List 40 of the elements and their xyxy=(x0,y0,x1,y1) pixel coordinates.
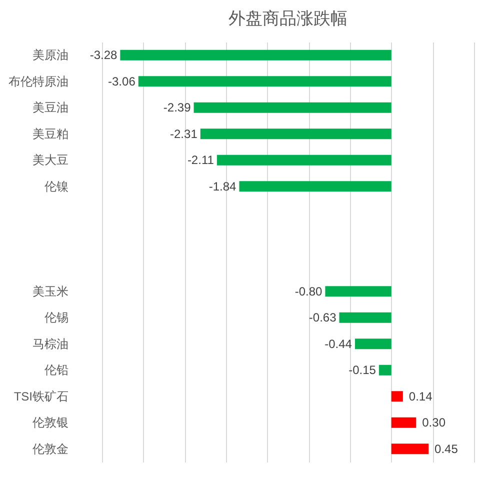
bar xyxy=(216,154,392,166)
bar xyxy=(391,391,403,402)
y-tick-label: TSI铁矿石 xyxy=(14,389,68,404)
bar xyxy=(194,102,392,113)
y-tick-label: 伦锡 xyxy=(44,310,68,325)
chart-title: 外盘商品涨跌幅 xyxy=(228,9,348,28)
data-label: 0.14 xyxy=(408,389,433,404)
bar xyxy=(325,286,392,297)
bar xyxy=(378,364,392,376)
y-tick-label: 伦敦银 xyxy=(32,416,68,430)
bar xyxy=(391,417,416,428)
data-label: -3.28 xyxy=(90,48,118,62)
bar xyxy=(239,181,392,192)
bar xyxy=(391,444,429,454)
y-tick-label: 马棕油 xyxy=(32,336,68,351)
bar xyxy=(120,50,392,60)
data-label: 0.30 xyxy=(422,416,446,430)
data-label: -2.39 xyxy=(163,100,192,115)
y-tick-label: 伦镍 xyxy=(44,179,68,194)
data-label: -0.15 xyxy=(348,363,376,378)
data-label: -0.63 xyxy=(308,310,337,325)
y-tick-label: 美豆粕 xyxy=(32,126,68,141)
y-tick-label: 布伦特原油 xyxy=(8,74,68,88)
y-tick-label: 美豆油 xyxy=(32,100,68,115)
data-label: -2.11 xyxy=(187,153,214,168)
bar xyxy=(354,338,392,350)
bar xyxy=(339,312,392,323)
bar xyxy=(200,128,392,140)
data-label: -0.80 xyxy=(294,284,323,298)
data-label: -0.44 xyxy=(324,336,352,351)
y-tick-label: 伦铅 xyxy=(44,363,68,378)
bar xyxy=(138,76,392,87)
y-tick-label: 美原油 xyxy=(32,48,68,62)
y-tick-label: 伦敦金 xyxy=(32,442,68,456)
y-tick-label: 美玉米 xyxy=(32,284,68,298)
data-label: 0.45 xyxy=(434,442,458,456)
data-label: -1.84 xyxy=(208,179,237,194)
data-label: -2.31 xyxy=(170,126,198,141)
data-label: -3.06 xyxy=(108,74,136,88)
y-tick-label: 美大豆 xyxy=(32,153,68,168)
